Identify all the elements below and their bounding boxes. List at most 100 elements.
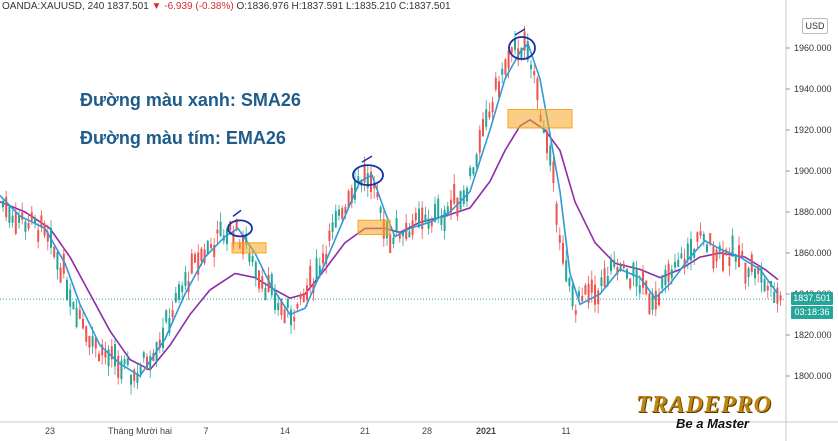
- candle-body: [603, 268, 606, 287]
- candle-body: [706, 244, 708, 253]
- sma26-line: [0, 42, 779, 378]
- candle-body: [251, 256, 254, 263]
- candle-body: [773, 291, 776, 304]
- candle-body: [667, 263, 670, 283]
- candle-body: [62, 253, 65, 274]
- candle-body: [565, 260, 568, 282]
- candle-body: [482, 119, 484, 137]
- sma-annotation: Đường màu xanh: SMA26: [80, 90, 301, 110]
- ema26-line: [0, 118, 779, 371]
- candle-body: [395, 217, 398, 232]
- ema-annotation: Đường màu tím: EMA26: [80, 128, 286, 148]
- candle-body: [568, 277, 571, 287]
- candle-body: [530, 64, 532, 70]
- high-value: H:1837.591: [291, 1, 344, 12]
- candle-body: [322, 253, 324, 264]
- candle-body: [613, 260, 616, 267]
- candle-body: [421, 207, 424, 229]
- candle-body: [645, 280, 648, 295]
- currency-button[interactable]: USD: [802, 18, 828, 34]
- candle-body: [101, 344, 104, 356]
- peak-tick-marker: [232, 209, 242, 217]
- candle-body: [117, 355, 120, 378]
- candle-body: [354, 180, 356, 200]
- candle-body: [315, 258, 318, 281]
- candle-body: [488, 111, 491, 118]
- candle-body: [194, 254, 196, 263]
- candle-body: [5, 196, 8, 218]
- candle-body: [296, 304, 299, 309]
- candle-body: [181, 285, 184, 292]
- y-tick-label: 1820.000: [794, 330, 832, 340]
- candle-body: [85, 326, 88, 342]
- candle-body: [331, 222, 334, 232]
- candle-body: [72, 301, 75, 310]
- candle-body: [709, 233, 712, 245]
- zone-box: [507, 109, 573, 129]
- candle-body: [587, 284, 590, 304]
- candle-body: [110, 346, 113, 360]
- candle-body: [56, 252, 59, 270]
- candle-body: [680, 253, 683, 259]
- candle-body: [53, 246, 56, 258]
- close-value: C:1837.501: [398, 1, 451, 12]
- tradepro-logo: TRADEPRO Be a Master: [636, 392, 796, 434]
- candle-body: [290, 309, 292, 326]
- peak-circle-marker: [508, 36, 536, 60]
- candle-body: [146, 356, 148, 371]
- candle-body: [658, 294, 660, 306]
- candle-body: [267, 274, 270, 292]
- candle-body: [661, 275, 664, 289]
- candle-body: [776, 287, 779, 304]
- candle-body: [597, 290, 600, 305]
- candle-body: [27, 223, 30, 229]
- candle-body: [274, 293, 276, 310]
- candle-body: [648, 293, 651, 314]
- x-tick-label: 11: [561, 426, 570, 436]
- candle-body: [635, 269, 638, 287]
- candle-body: [446, 206, 449, 216]
- candle-body: [30, 212, 33, 221]
- peak-circle-marker: [227, 219, 253, 238]
- candle-body: [629, 278, 632, 289]
- candle-body: [200, 248, 203, 262]
- candle-body: [715, 249, 718, 262]
- candle-body: [376, 192, 379, 198]
- candle-body: [165, 310, 168, 322]
- candle-body: [427, 218, 430, 229]
- zone-box: [231, 242, 267, 254]
- candle-body: [456, 197, 459, 217]
- candle-body: [203, 249, 206, 264]
- candle-body: [59, 267, 62, 283]
- candle-body: [472, 167, 475, 175]
- logo-slogan: Be a Master: [676, 416, 749, 431]
- candle-body: [507, 50, 510, 69]
- candle-body: [494, 77, 497, 90]
- candle-body: [731, 235, 734, 257]
- candle-body: [338, 209, 340, 216]
- candle-body: [584, 285, 587, 295]
- candle-body: [328, 230, 331, 241]
- candle-body: [78, 309, 81, 319]
- y-tick-label: 1800.000: [794, 371, 832, 381]
- candle-body: [626, 269, 628, 279]
- candle-body: [347, 191, 350, 208]
- candle-body: [197, 252, 200, 275]
- candle-body: [638, 285, 641, 294]
- candle-body: [162, 327, 164, 349]
- candle-body: [616, 267, 619, 275]
- current-price-tag: 1837.501: [791, 292, 833, 305]
- candle-body: [11, 215, 14, 223]
- candle-body: [392, 237, 395, 244]
- candle-body: [750, 254, 753, 272]
- x-tick-label: 2021: [476, 426, 496, 436]
- candle-body: [712, 246, 715, 269]
- candle-body: [235, 219, 238, 230]
- candle-body: [306, 285, 308, 300]
- candle-body: [437, 198, 440, 218]
- logo-name: TRADEPRO: [636, 392, 773, 418]
- y-tick-label: 1860.000: [794, 248, 832, 258]
- candle-body: [277, 302, 280, 311]
- candle-body: [69, 289, 72, 307]
